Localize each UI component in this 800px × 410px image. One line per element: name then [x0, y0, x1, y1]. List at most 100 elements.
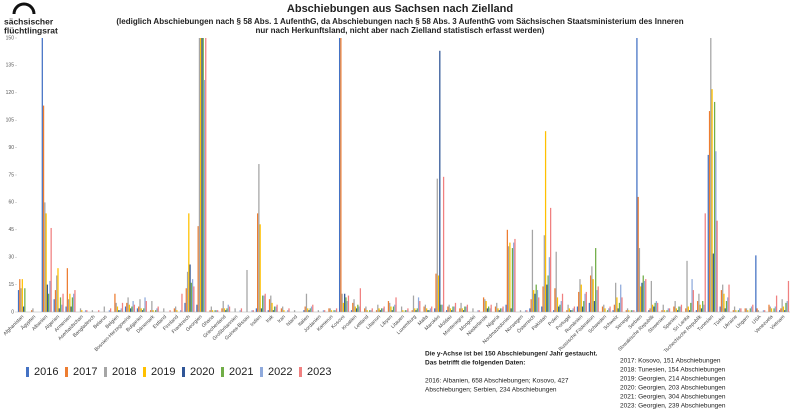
- bar: [732, 310, 734, 312]
- bar: [392, 306, 395, 312]
- legend-swatch: [26, 367, 29, 377]
- bar: [787, 280, 790, 312]
- bar: [461, 308, 463, 312]
- bar: [572, 308, 574, 312]
- bar: [739, 308, 741, 312]
- bar: [330, 310, 333, 312]
- bar: [584, 293, 586, 312]
- bar: [411, 310, 413, 312]
- bar: [252, 310, 254, 312]
- bar: [687, 306, 689, 312]
- bar: [350, 310, 353, 312]
- bar: [119, 310, 121, 312]
- bar: [620, 284, 622, 312]
- bar: [697, 301, 699, 312]
- bar: [57, 268, 59, 312]
- y-tick-label: 90: [8, 145, 14, 151]
- bar: [499, 308, 502, 312]
- bar: [227, 304, 229, 312]
- bar: [44, 202, 46, 312]
- legend-label: 2022: [268, 366, 292, 378]
- bar: [441, 304, 443, 312]
- bar: [377, 304, 379, 312]
- bar: [276, 304, 278, 312]
- bar: [275, 306, 277, 312]
- bar: [597, 286, 599, 312]
- bar: [394, 304, 396, 312]
- bar: [514, 238, 516, 312]
- bar: [509, 242, 511, 312]
- bar: [460, 302, 462, 312]
- bar: [648, 310, 650, 312]
- bar: [41, 38, 43, 312]
- bar: [310, 306, 313, 312]
- bar: [414, 308, 416, 312]
- bar: [637, 196, 639, 312]
- bar: [287, 310, 289, 312]
- bar: [407, 308, 409, 312]
- bar: [762, 310, 765, 312]
- bar: [62, 293, 64, 312]
- legend-label: 2016: [34, 366, 58, 378]
- bar: [345, 297, 347, 312]
- bar: [534, 293, 536, 312]
- bar: [156, 308, 158, 312]
- bar: [606, 310, 609, 312]
- bar: [566, 310, 568, 312]
- bar: [657, 302, 659, 312]
- bar: [553, 310, 555, 312]
- bar: [53, 299, 55, 312]
- bar: [317, 310, 319, 312]
- bar: [775, 295, 778, 312]
- bar: [307, 308, 309, 312]
- bar: [613, 304, 616, 312]
- bar: [257, 213, 259, 312]
- bar: [24, 288, 26, 312]
- bar: [358, 306, 360, 312]
- bar: [691, 279, 693, 312]
- bar: [141, 310, 144, 312]
- bar: [663, 310, 666, 312]
- bar: [260, 308, 263, 312]
- bar: [424, 304, 427, 312]
- bar: [359, 288, 361, 312]
- bar: [678, 306, 680, 312]
- chart-subtitle: nur nach Herkunftsland, nicht aber nach …: [256, 26, 545, 35]
- legend-swatch: [104, 367, 107, 377]
- bar: [404, 310, 407, 312]
- bar: [103, 306, 105, 312]
- bar: [744, 308, 746, 312]
- bar: [312, 304, 314, 312]
- y-tick-label: 45: [8, 227, 14, 233]
- bar: [120, 308, 122, 312]
- legend-label: 2023: [307, 366, 331, 378]
- bar: [293, 310, 296, 312]
- bar: [264, 293, 266, 312]
- bar: [498, 310, 500, 312]
- bar: [446, 310, 448, 312]
- note: 2020: Georgien, 203 Abschiebungen: [620, 385, 726, 392]
- bar: [524, 310, 527, 312]
- bar: [497, 308, 499, 312]
- bar: [747, 310, 749, 312]
- bar: [273, 306, 276, 312]
- bar: [725, 301, 728, 312]
- bar: [116, 306, 119, 312]
- bar: [50, 227, 52, 312]
- bar: [129, 308, 132, 312]
- bar: [42, 105, 45, 312]
- x-tick-label: Island: [285, 314, 299, 328]
- note: 2018: Tunesien, 154 Abschiebungen: [620, 367, 726, 374]
- bar: [145, 301, 147, 312]
- bar: [662, 304, 664, 312]
- bar: [675, 308, 678, 312]
- bar: [571, 310, 573, 312]
- bar: [555, 251, 557, 312]
- bar: [81, 310, 83, 312]
- bar: [768, 304, 770, 312]
- bar: [631, 310, 634, 312]
- bar: [186, 271, 189, 312]
- bar: [118, 310, 120, 312]
- bar: [203, 80, 206, 312]
- bar: [633, 310, 635, 312]
